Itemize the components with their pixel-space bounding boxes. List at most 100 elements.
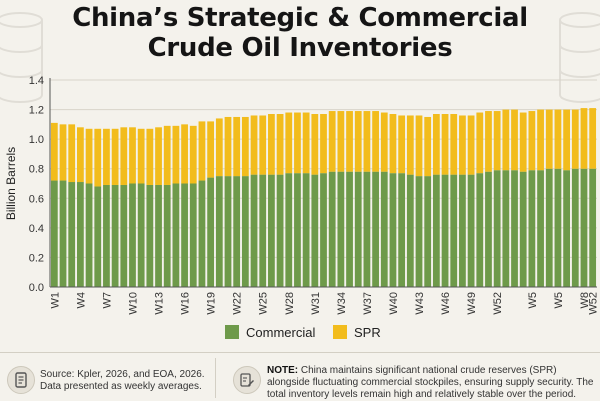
bar-spr-3 [68, 124, 76, 183]
bar-spr-14 [163, 125, 171, 185]
bar-commercial-52 [493, 170, 501, 287]
x-tick-label: W52 [492, 292, 504, 315]
bar-commercial-48 [459, 174, 466, 287]
footer-divider [0, 352, 600, 353]
x-tick-label: W31 [310, 292, 322, 315]
stacked-bar-chart: 0.0 0.2 0.4 0.6 0.8 1.0 1.2 1.4 Billion Barrels W… [4, 75, 600, 315]
bar-spr-59 [554, 109, 562, 169]
bar-spr-25 [259, 115, 267, 175]
y-tick-label: 1.2 [29, 105, 44, 117]
bar-commercial-47 [450, 174, 458, 287]
bar-spr-39 [380, 112, 388, 172]
bar-commercial-9 [120, 184, 128, 287]
bar-spr-45 [432, 114, 440, 175]
bar-spr-63 [589, 108, 597, 169]
bar-spr-15 [172, 125, 180, 184]
bar-commercial-18 [198, 180, 206, 287]
chart-title-line-2: Crude Oil Inventories [147, 33, 453, 63]
bar-spr-21 [224, 116, 232, 177]
bar-spr-33 [328, 111, 336, 172]
bar-commercial-2 [59, 180, 67, 287]
bar-commercial-37 [363, 171, 371, 287]
bar-spr-44 [424, 116, 432, 177]
bar-commercial-36 [354, 171, 362, 287]
bar-commercial-35 [346, 171, 353, 287]
bar-spr-36 [354, 111, 362, 172]
bar-spr-10 [129, 127, 136, 184]
oil-barrel-decoration-left-icon [0, 12, 43, 103]
footer-column-separator [215, 358, 216, 398]
bar-commercial-1 [50, 180, 58, 287]
y-tick-label: 1.4 [29, 75, 44, 87]
bar-spr-1 [50, 122, 58, 181]
bar-spr-8 [111, 128, 119, 185]
legend-swatch-commercial [225, 325, 239, 339]
bar-commercial-61 [571, 168, 579, 287]
bar-commercial-55 [519, 171, 527, 287]
x-tick-label: W10 [127, 292, 139, 315]
bar-commercial-63 [589, 168, 597, 287]
x-tick-label: W5 [553, 292, 565, 309]
bar-commercial-33 [328, 171, 336, 287]
bar-commercial-42 [406, 174, 414, 287]
x-tick-label: W19 [206, 292, 218, 315]
bar-spr-49 [467, 115, 475, 175]
bar-commercial-45 [432, 174, 440, 287]
bar-spr-41 [398, 115, 406, 174]
bar-commercial-3 [68, 182, 76, 287]
bar-commercial-7 [103, 184, 110, 287]
x-tick-label: W16 [180, 292, 192, 315]
bar-commercial-26 [268, 174, 275, 287]
x-tick-label: W22 [232, 292, 244, 315]
x-tick-label: W52 [588, 292, 600, 315]
y-axis-title: Billion Barrels [4, 147, 18, 220]
bar-spr-24 [250, 115, 258, 175]
bar-commercial-5 [85, 183, 93, 287]
bar-spr-20 [215, 118, 223, 177]
y-tick-label: 0.6 [29, 193, 44, 205]
bar-spr-16 [181, 124, 188, 184]
bar-commercial-39 [380, 171, 388, 287]
bar-commercial-30 [302, 173, 310, 287]
bar-spr-43 [415, 115, 423, 177]
bar-commercial-40 [389, 173, 397, 287]
bar-spr-31 [311, 114, 319, 175]
bar-commercial-21 [224, 176, 232, 287]
bar-commercial-15 [172, 183, 180, 287]
bar-commercial-57 [537, 170, 544, 287]
bar-commercial-4 [77, 182, 84, 287]
bar-commercial-58 [545, 168, 553, 287]
bar-commercial-54 [511, 170, 518, 287]
bar-spr-46 [441, 114, 449, 175]
bar-spr-42 [406, 115, 414, 175]
x-tick-label: W7 [101, 292, 113, 309]
bar-spr-2 [59, 124, 67, 181]
bar-commercial-28 [285, 173, 293, 287]
y-tick-label: 0.0 [29, 282, 44, 294]
bar-spr-18 [198, 121, 206, 181]
source-line-1: Source: Kpler, 2026, and EOA, 2026. [40, 369, 205, 380]
bar-commercial-20 [215, 176, 223, 287]
bar-spr-50 [476, 112, 484, 174]
bar-spr-51 [485, 111, 492, 172]
legend: Commercial SPR [0, 321, 600, 343]
x-tick-label: W37 [362, 292, 374, 315]
bar-spr-57 [537, 109, 544, 171]
legend-label-commercial: Commercial [246, 324, 316, 340]
bar-spr-23 [241, 116, 249, 177]
note-edit-icon [233, 366, 261, 394]
bar-commercial-11 [137, 183, 145, 287]
bar-spr-12 [146, 128, 154, 185]
bar-spr-48 [459, 115, 466, 175]
x-tick-label: W13 [154, 292, 166, 315]
bar-spr-29 [294, 112, 301, 174]
x-tick-label: W43 [414, 292, 426, 315]
legend-item-spr: SPR [333, 321, 381, 343]
bar-commercial-49 [467, 174, 475, 287]
bar-commercial-59 [554, 168, 562, 287]
bar-spr-9 [120, 127, 128, 185]
bar-commercial-43 [415, 176, 423, 287]
bar-spr-6 [94, 128, 102, 187]
bar-commercial-44 [424, 176, 432, 287]
bar-spr-38 [372, 111, 379, 172]
